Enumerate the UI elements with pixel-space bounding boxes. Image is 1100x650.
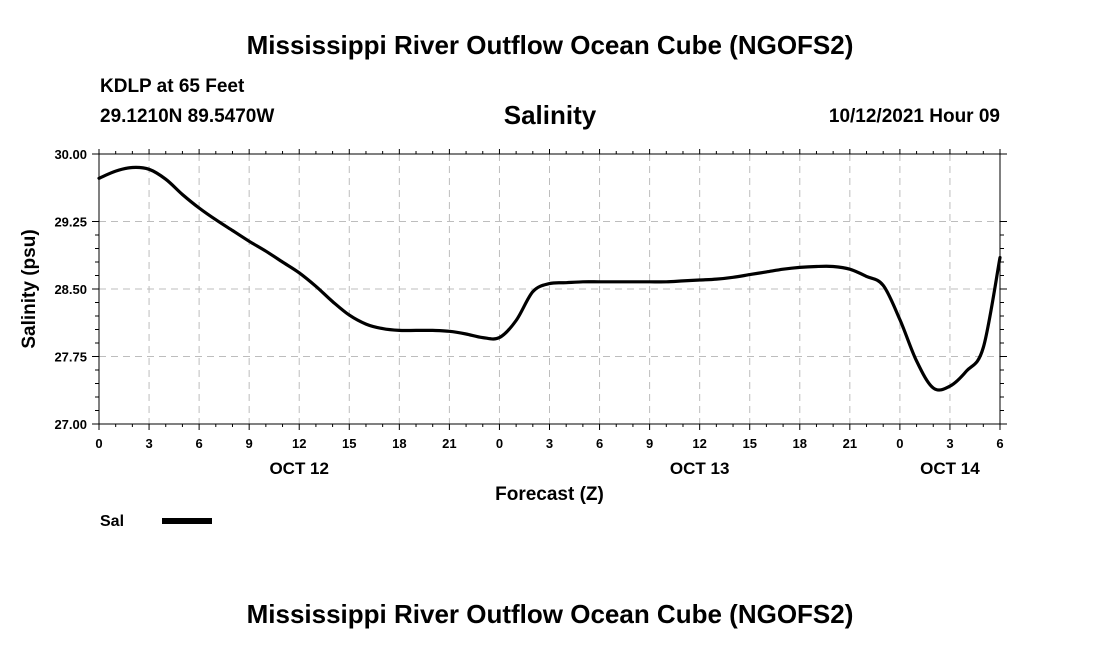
- x-tick-label: 9: [246, 436, 253, 451]
- x-tick-label: 12: [692, 436, 706, 451]
- x-tick-label: 3: [145, 436, 152, 451]
- y-tick-label: 27.00: [54, 417, 87, 432]
- x-tick-label: 12: [292, 436, 306, 451]
- x-tick-label: 6: [996, 436, 1003, 451]
- legend: Sal: [100, 513, 212, 530]
- axis-labels: 0 3 6 9 12 15 18 21 0 3 6 9 12 15 18 21 0 3 6 27.00 27.75 28.…: [19, 147, 1004, 505]
- x-tick-label: 21: [442, 436, 456, 451]
- x-tick-label: 18: [793, 436, 807, 451]
- x-tick-label: 18: [392, 436, 406, 451]
- x-tick-label: 9: [646, 436, 653, 451]
- x-tick-label: 6: [596, 436, 603, 451]
- station-coordinates: 29.1210N 89.5470W: [100, 106, 275, 127]
- y-tick-label: 27.75: [54, 350, 87, 365]
- main-title: Mississippi River Outflow Ocean Cube (NG…: [246, 30, 854, 60]
- chart-title: Salinity: [503, 100, 597, 130]
- x-tick-label: 0: [896, 436, 903, 451]
- x-tick-label: 6: [195, 436, 202, 451]
- x-tick-label: 21: [843, 436, 857, 451]
- day-label: OCT 12: [269, 459, 329, 478]
- series-line-sal: [97, 165, 1002, 392]
- forecast-time: 10/12/2021 Hour 09: [828, 106, 1000, 127]
- y-tick-label: 29.25: [54, 215, 87, 230]
- y-tick-label: 28.50: [54, 282, 87, 297]
- x-tick-label: 3: [946, 436, 953, 451]
- station-name: KDLP at 65 Feet: [100, 76, 245, 97]
- x-tick-label: 0: [496, 436, 503, 451]
- grid-lines: [99, 154, 1000, 424]
- x-axis-title: Forecast (Z): [495, 484, 604, 505]
- y-tick-label: 30.00: [54, 147, 87, 162]
- x-tick-label: 15: [742, 436, 756, 451]
- y-axis-title: Salinity (psu): [19, 229, 40, 348]
- x-tick-label: 3: [546, 436, 553, 451]
- day-label: OCT 14: [920, 459, 980, 478]
- x-tick-label: 15: [342, 436, 356, 451]
- axis-ticks: [92, 149, 1007, 430]
- x-tick-label: 0: [95, 436, 102, 451]
- footer-title: Mississippi River Outflow Ocean Cube (NG…: [246, 599, 854, 629]
- series-lines: [97, 165, 1002, 392]
- day-label: OCT 13: [670, 459, 730, 478]
- legend-label: Sal: [100, 513, 124, 530]
